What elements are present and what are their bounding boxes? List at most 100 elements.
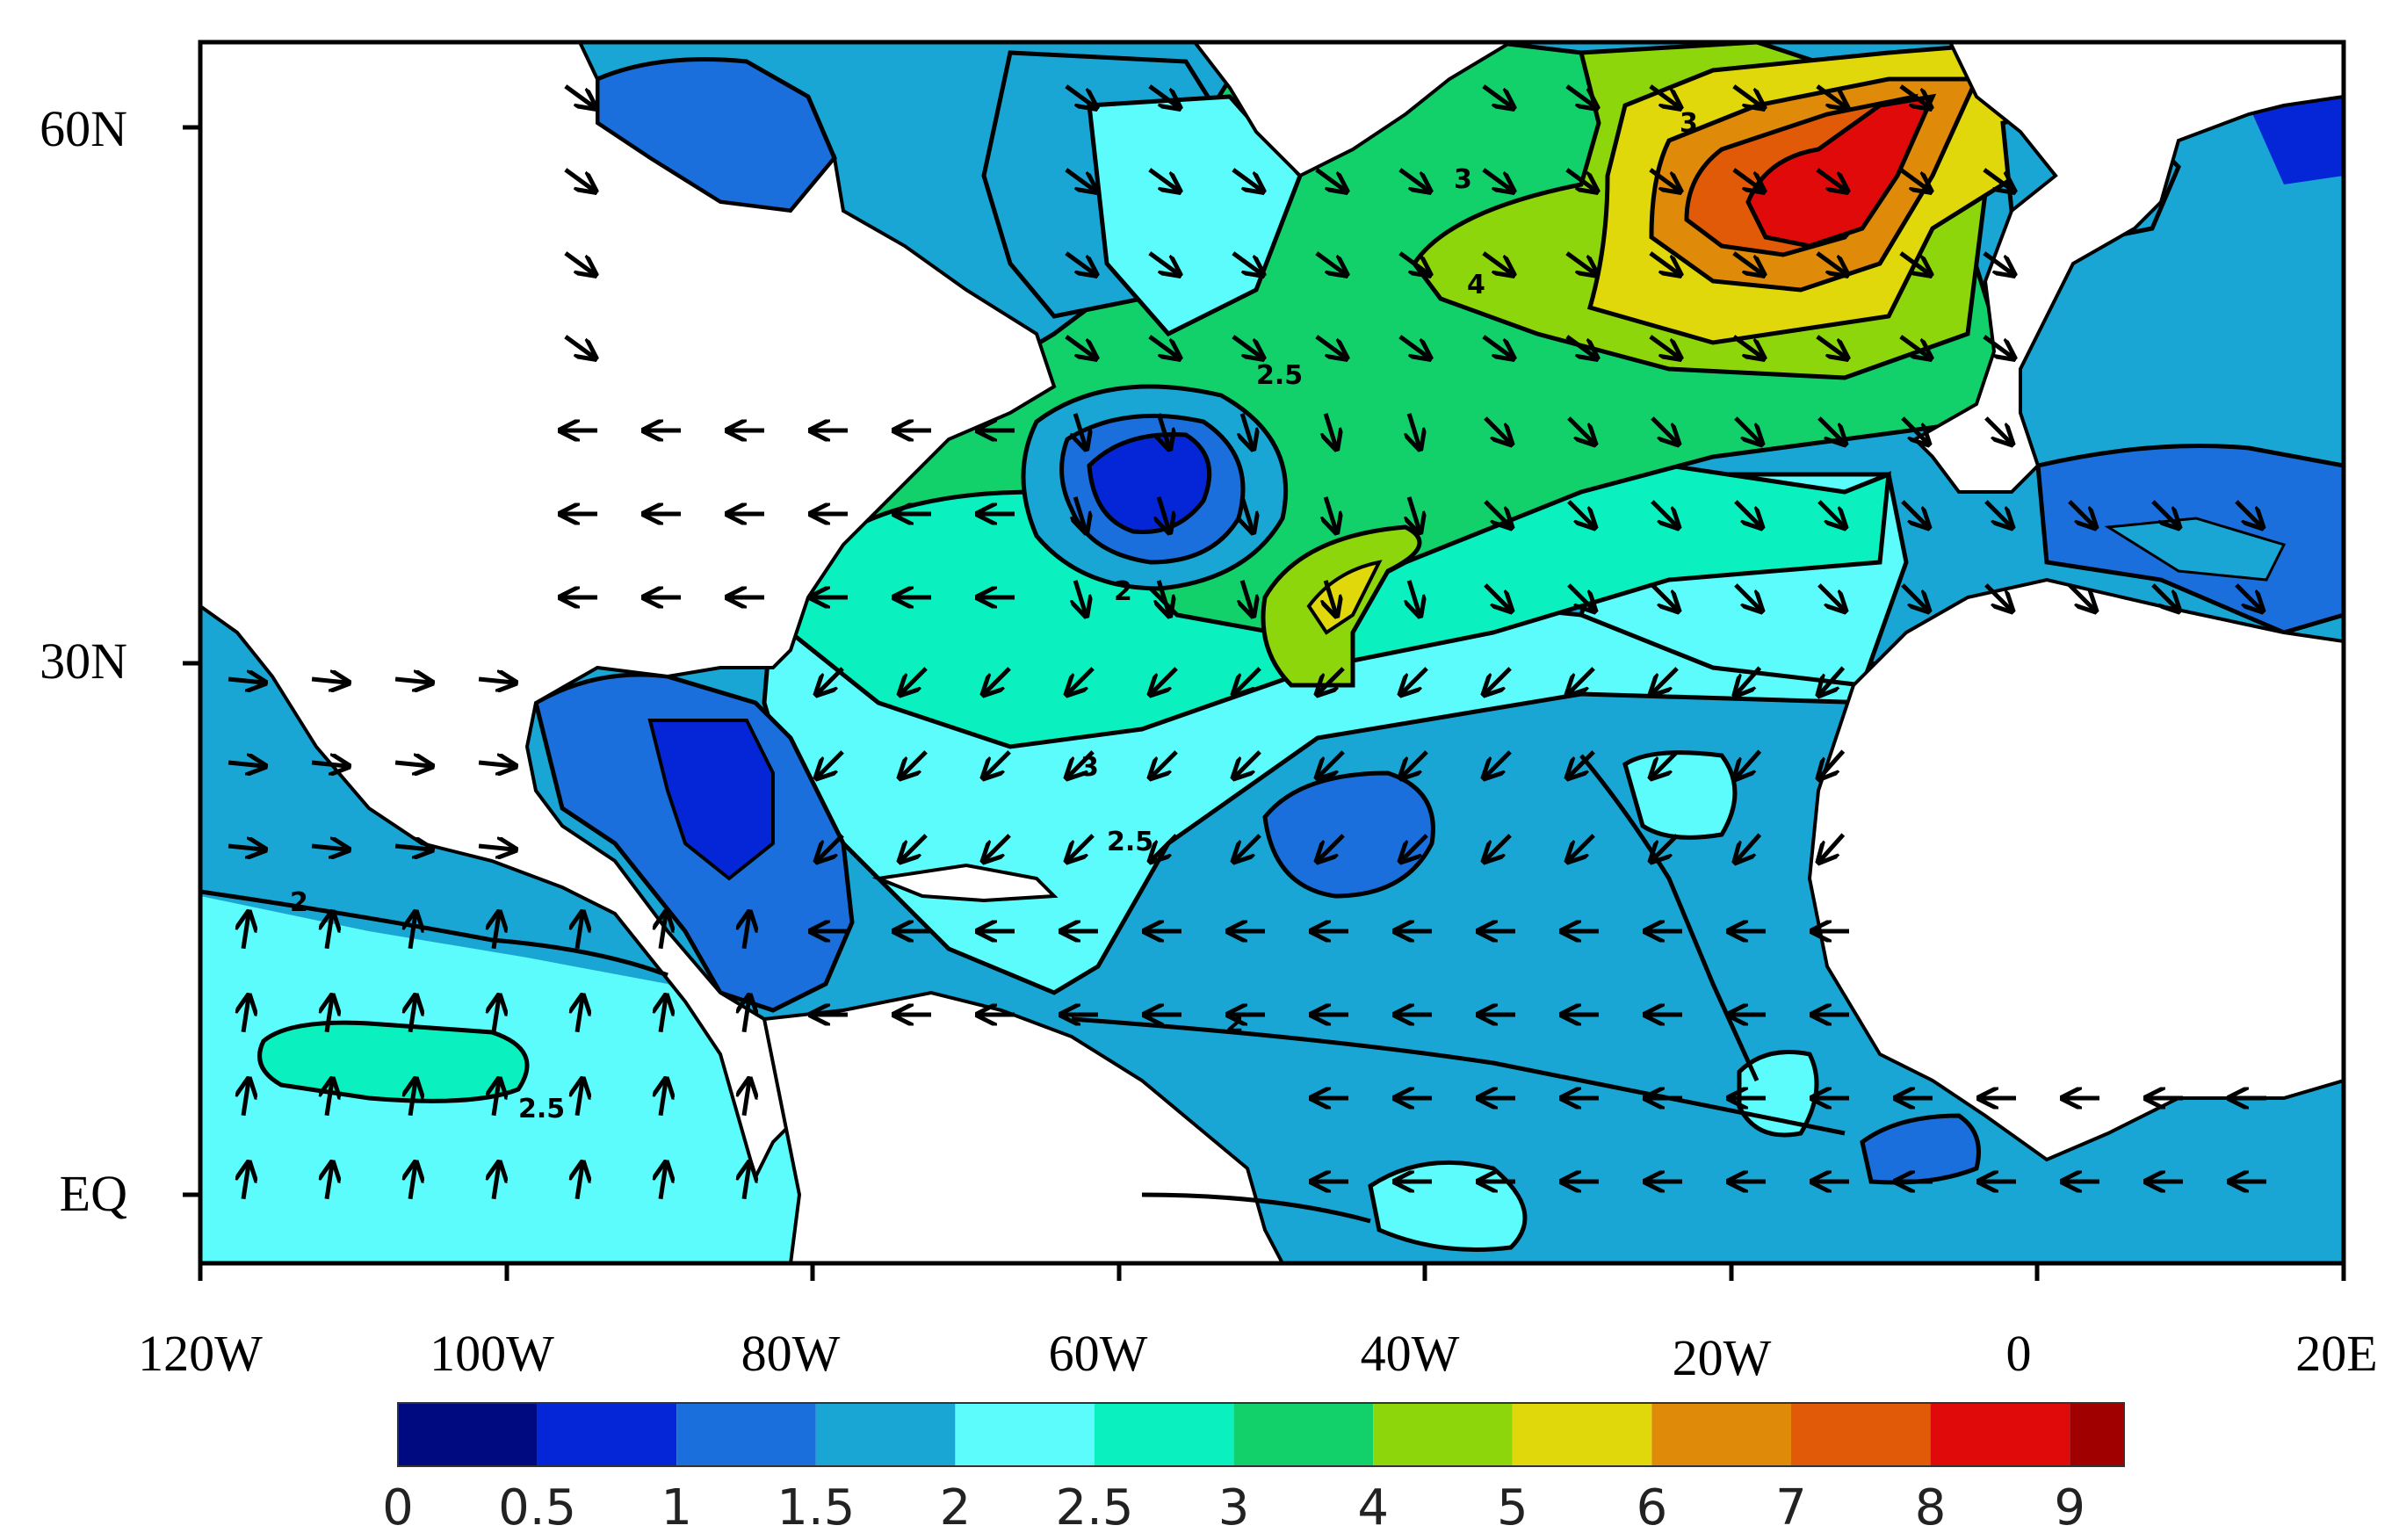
vector-arrow <box>1899 168 1929 191</box>
colorbar-tick-label: 1.5 <box>777 1479 855 1536</box>
colorbar-frame <box>397 1402 2125 1467</box>
vector-arrow <box>1482 335 1512 358</box>
vector-arrow <box>494 1081 499 1117</box>
vector-arrow <box>494 914 499 950</box>
vector-arrow <box>1732 168 1762 191</box>
vector-arrow <box>243 997 249 1033</box>
vector-arrow <box>410 914 415 950</box>
vector-arrow <box>1242 413 1253 447</box>
contour-label: 3 <box>1454 164 1472 195</box>
vector-arrow <box>1567 416 1593 443</box>
vector-arrow <box>1732 335 1762 358</box>
vector-arrow <box>1065 84 1095 107</box>
vector-arrow <box>1899 251 1929 274</box>
vector-arrow <box>1148 84 1178 107</box>
vector-arrow <box>1485 667 1512 693</box>
colorbar-labels: 0 0.5 1 1.5 2 2.5 3 4 5 6 7 8 9 <box>382 1479 2085 1536</box>
vector-arrow <box>1235 750 1261 777</box>
vector-arrow <box>1235 834 1261 860</box>
vector-arrow <box>1159 580 1169 614</box>
vector-arrow <box>901 834 928 860</box>
vector-arrow <box>1065 168 1095 191</box>
vector-arrow <box>1068 667 1095 693</box>
equatorial-light-patch <box>1368 1160 1528 1252</box>
colorbar-tick-label: 0 <box>382 1479 414 1536</box>
vector-arrow <box>985 750 1011 777</box>
colorbar-swatch <box>1095 1403 1234 1466</box>
vector-arrow <box>2235 500 2261 526</box>
vector-arrow <box>1649 84 1679 107</box>
vector-arrow <box>1152 667 1178 693</box>
vector-arrow <box>1816 251 1846 274</box>
vector-arrow <box>1901 500 1927 526</box>
vector-arrow <box>243 1164 249 1200</box>
vector-arrow <box>1409 496 1420 531</box>
contour-label: 4 <box>1467 270 1485 300</box>
x-tick-label: 80W <box>741 1325 841 1382</box>
vector-arrow <box>1326 413 1336 447</box>
gulf-mexico-core <box>647 719 775 881</box>
x-tick-label: 20W <box>1673 1329 1772 1386</box>
vector-arrow <box>818 834 844 860</box>
vector-arrow <box>2151 500 2178 526</box>
vector-arrow <box>1734 500 1760 526</box>
vector-arrow <box>1652 667 1679 693</box>
vector-arrow <box>1983 335 2012 358</box>
y-tick-label: 30N <box>40 633 127 690</box>
vector-arrow <box>1732 84 1762 107</box>
contour-label: 2.5 <box>1107 827 1153 857</box>
vector-arrow <box>1565 251 1595 274</box>
vector-arrow <box>1567 583 1593 610</box>
vector-arrow <box>1569 834 1595 860</box>
vector-arrow <box>494 1164 499 1200</box>
vector-arrow <box>1065 335 1095 358</box>
vector-arrow <box>1242 496 1253 531</box>
vector-arrow <box>311 763 347 766</box>
vector-arrow <box>564 84 594 107</box>
colorbar-tick-label: 5 <box>1497 1479 1528 1536</box>
vector-arrow <box>1651 583 1677 610</box>
vector-arrow <box>478 846 514 850</box>
colorbar-tick-label: 2.5 <box>1055 1479 1133 1536</box>
x-tick-label: 60W <box>1049 1325 1148 1382</box>
vector-arrow <box>1075 496 1086 531</box>
vector-arrow <box>1485 834 1512 860</box>
land-masses <box>200 42 2344 1263</box>
vector-arrow <box>744 1081 749 1117</box>
colorbar-swatch <box>676 1403 816 1466</box>
y-tick-label: EQ <box>60 1165 127 1222</box>
vector-arrow <box>327 997 332 1033</box>
contour-label: 2.5 <box>1256 360 1303 391</box>
vector-arrow <box>410 1081 415 1117</box>
vector-arrow <box>1652 750 1679 777</box>
vector-arrow <box>1402 834 1428 860</box>
vector-arrow <box>2068 500 2094 526</box>
vector-arrow <box>1820 666 1846 694</box>
colorbar-tick-label: 0.5 <box>498 1479 576 1536</box>
vector-arrow <box>577 1081 582 1117</box>
vector-arrow <box>901 667 928 693</box>
vector-arrow <box>1065 251 1095 274</box>
vector-arrow <box>494 997 499 1033</box>
contour-label: 2.5 <box>518 1094 565 1124</box>
x-tick-labels: 120W 100W 80W 60W 40W 20W 0 20E <box>138 1325 2378 1386</box>
vector-arrow <box>1565 84 1595 107</box>
vector-arrow <box>744 914 749 950</box>
x-axis <box>198 1263 2346 1281</box>
colorbar-tick-label: 7 <box>1775 1479 1807 1536</box>
vector-arrow <box>327 1164 332 1200</box>
vector-arrow <box>394 846 430 850</box>
vector-arrow <box>1737 833 1762 861</box>
vector-arrow <box>478 679 514 683</box>
vector-arrow <box>478 763 514 766</box>
map-frame <box>198 40 2346 1266</box>
vector-arrow <box>661 1081 666 1117</box>
vector-arrow <box>1159 413 1169 447</box>
colorbar-tick-label: 4 <box>1357 1479 1389 1536</box>
vector-arrow <box>1652 834 1679 860</box>
x-tick-label: 40W <box>1361 1325 1460 1382</box>
vector-arrow <box>1983 251 2012 274</box>
contour-label: 2 <box>290 887 308 918</box>
x-tick-label: 120W <box>138 1325 263 1382</box>
x-tick-label: 20E <box>2295 1325 2377 1382</box>
